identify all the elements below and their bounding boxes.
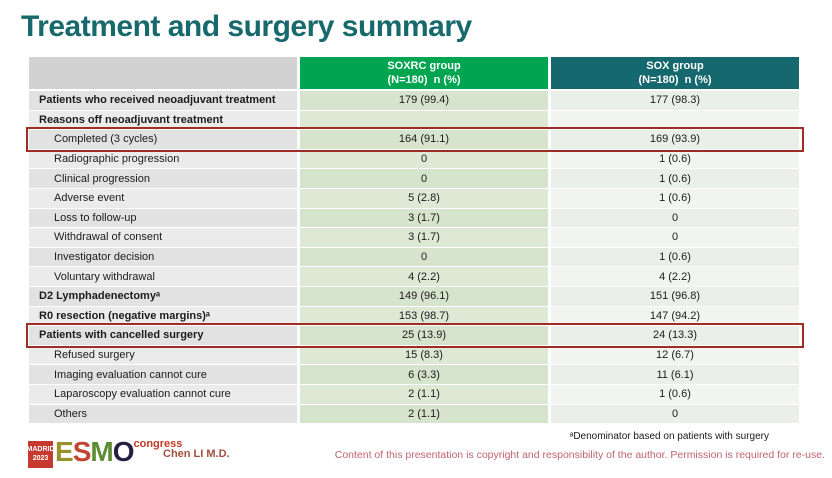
table-row: Refused surgery 15 (8.3) 12 (6.7) xyxy=(29,345,800,365)
table-row: Investigator decision 0 1 (0.6) xyxy=(29,247,800,267)
sox-value xyxy=(551,110,799,130)
soxrc-value: 0 xyxy=(300,247,548,267)
table-row: Others 2 (1.1) 0 xyxy=(29,404,800,424)
table-row: Patients with cancelled surgery 25 (13.9… xyxy=(26,323,804,348)
row-label: Reasons off neoadjuvant treatment xyxy=(29,110,297,130)
soxrc-value: 4 (2.2) xyxy=(300,267,548,286)
esmo-congress-logo: MADRID 2023 ESMO congress xyxy=(26,436,183,468)
soxrc-value: 0 xyxy=(300,169,548,188)
table-row: Clinical progression 0 1 (0.6) xyxy=(29,169,800,188)
esmo-letter: S xyxy=(72,436,92,467)
row-label: Loss to follow-up xyxy=(29,208,297,228)
row-label: Adverse event xyxy=(29,188,297,208)
table-row: D2 Lymphadenectomyᵃ 149 (96.1) 151 (96.8… xyxy=(29,286,800,306)
table-row: Patients who received neoadjuvant treatm… xyxy=(29,91,800,110)
row-label: Others xyxy=(29,404,297,424)
sox-value: 177 (98.3) xyxy=(551,91,799,110)
soxrc-group-header: SOXRC group (N=180) n (%) xyxy=(300,57,548,89)
soxrc-value: 164 (91.1) xyxy=(300,130,548,149)
soxrc-header-name: SOXRC group xyxy=(387,59,461,72)
soxrc-header-n: (N=180) n (%) xyxy=(387,74,461,86)
row-label: Completed (3 cycles) xyxy=(29,130,297,149)
soxrc-value: 2 (1.1) xyxy=(300,384,548,404)
sox-value: 1 (0.6) xyxy=(551,247,799,267)
soxrc-value: 0 xyxy=(300,149,548,169)
congress-label: congress xyxy=(133,438,183,450)
sox-value: 0 xyxy=(551,228,799,247)
sox-value: 4 (2.2) xyxy=(551,267,799,286)
table-row: Adverse event 5 (2.8) 1 (0.6) xyxy=(29,188,800,208)
row-label: Radiographic progression xyxy=(29,149,297,169)
soxrc-value: 2 (1.1) xyxy=(300,404,548,424)
table-body: Patients who received neoadjuvant treatm… xyxy=(26,91,804,424)
soxrc-value: 3 (1.7) xyxy=(300,208,548,228)
row-label: Clinical progression xyxy=(29,169,297,188)
denominator-footnote: ᵃDenominator based on patients with surg… xyxy=(569,431,769,442)
row-label: R0 resection (negative margins)ᵃ xyxy=(29,306,297,326)
table-row: Radiographic progression 0 1 (0.6) xyxy=(29,149,800,169)
row-label: D2 Lymphadenectomyᵃ xyxy=(29,286,297,306)
page-title: Treatment and surgery summary xyxy=(21,10,472,43)
esmo-wordmark: ESMO xyxy=(55,436,135,467)
sox-value: 1 (0.6) xyxy=(551,149,799,169)
madrid-2023-badge: MADRID 2023 xyxy=(26,441,55,468)
sox-value: 1 (0.6) xyxy=(551,188,799,208)
madrid-year: 2023 xyxy=(32,454,49,462)
soxrc-value: 15 (8.3) xyxy=(300,345,548,365)
soxrc-value: 25 (13.9) xyxy=(300,326,548,345)
soxrc-value: 179 (99.4) xyxy=(300,91,548,110)
sox-value: 11 (6.1) xyxy=(551,365,799,384)
soxrc-value: 6 (3.3) xyxy=(300,365,548,384)
table-row: Completed (3 cycles) 164 (91.1) 169 (93.… xyxy=(26,127,804,152)
table-row: Laparoscopy evaluation cannot cure 2 (1.… xyxy=(29,384,800,404)
row-label: Patients with cancelled surgery xyxy=(29,326,297,345)
table-row: R0 resection (negative margins)ᵃ 153 (98… xyxy=(29,306,800,326)
presenter-credit: Chen LI M.D. xyxy=(163,448,230,460)
sox-value: 0 xyxy=(551,208,799,228)
sox-header-n: (N=180) n (%) xyxy=(638,74,712,86)
madrid-label: MADRID xyxy=(26,446,55,454)
label-header-cell xyxy=(29,57,297,89)
sox-value: 24 (13.3) xyxy=(551,326,799,345)
sox-value: 12 (6.7) xyxy=(551,345,799,365)
sox-value: 169 (93.9) xyxy=(551,130,799,149)
table-row: Imaging evaluation cannot cure 6 (3.3) 1… xyxy=(29,365,800,384)
esmo-letter: E xyxy=(55,436,74,467)
soxrc-value: 5 (2.8) xyxy=(300,188,548,208)
sox-value: 0 xyxy=(551,404,799,424)
row-label: Refused surgery xyxy=(29,345,297,365)
soxrc-value xyxy=(300,110,548,130)
soxrc-value: 153 (98.7) xyxy=(300,306,548,326)
soxrc-value: 149 (96.1) xyxy=(300,286,548,306)
row-label: Laparoscopy evaluation cannot cure xyxy=(29,384,297,404)
table-row: Withdrawal of consent 3 (1.7) 0 xyxy=(29,228,800,247)
sox-header-name: SOX group xyxy=(646,59,704,72)
sox-group-header: SOX group (N=180) n (%) xyxy=(551,57,799,89)
sox-value: 151 (96.8) xyxy=(551,286,799,306)
row-label: Patients who received neoadjuvant treatm… xyxy=(29,91,297,110)
table-row: Loss to follow-up 3 (1.7) 0 xyxy=(29,208,800,228)
esmo-letter: M xyxy=(90,436,113,467)
row-label: Imaging evaluation cannot cure xyxy=(29,365,297,384)
table-row: Reasons off neoadjuvant treatment xyxy=(29,110,800,130)
table-row: Voluntary withdrawal 4 (2.2) 4 (2.2) xyxy=(29,267,800,286)
esmo-letter: O xyxy=(112,436,135,467)
copyright-notice: Content of this presentation is copyrigh… xyxy=(334,449,825,461)
sox-value: 147 (94.2) xyxy=(551,306,799,326)
summary-table: SOXRC group (N=180) n (%) SOX group (N=1… xyxy=(26,57,804,424)
table-header-row: SOXRC group (N=180) n (%) SOX group (N=1… xyxy=(29,57,800,89)
sox-value: 1 (0.6) xyxy=(551,169,799,188)
row-label: Investigator decision xyxy=(29,247,297,267)
soxrc-value: 3 (1.7) xyxy=(300,228,548,247)
row-label: Voluntary withdrawal xyxy=(29,267,297,286)
row-label: Withdrawal of consent xyxy=(29,228,297,247)
sox-value: 1 (0.6) xyxy=(551,384,799,404)
